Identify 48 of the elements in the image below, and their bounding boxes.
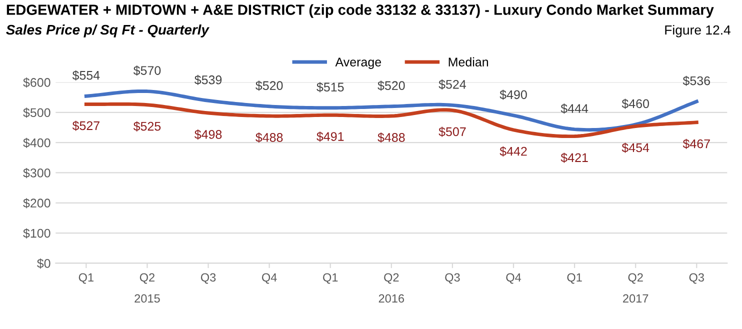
data-label: $515 bbox=[316, 82, 344, 92]
data-label: $421 bbox=[560, 152, 588, 163]
data-label: $570 bbox=[133, 66, 161, 76]
data-label: $520 bbox=[378, 80, 405, 91]
y-tick-label: $100 bbox=[23, 228, 50, 238]
data-label: $488 bbox=[378, 132, 405, 143]
x-tick-label: Q4 bbox=[262, 273, 277, 284]
x-tick-label: Q3 bbox=[689, 273, 704, 284]
y-tick-label: $400 bbox=[23, 138, 50, 148]
y-tick-label: $600 bbox=[23, 78, 50, 88]
data-label: $498 bbox=[194, 129, 222, 140]
x-tick-label: Q4 bbox=[506, 273, 522, 284]
data-label: $488 bbox=[256, 132, 283, 143]
data-label: $454 bbox=[622, 142, 650, 153]
data-label: $525 bbox=[133, 121, 161, 132]
data-label: $460 bbox=[622, 98, 650, 109]
text: 2015 bbox=[134, 294, 160, 303]
y-tick-label: $300 bbox=[23, 168, 50, 178]
chart-title: EDGEWATER + MIDTOWN + A&E DISTRICT (zip code 33132 & 33137) - Luxury Condo Market Summary bbox=[6, 4, 714, 18]
text: 2017 bbox=[623, 294, 648, 303]
y-tick-label: $200 bbox=[23, 198, 50, 208]
caption: Figure 12.4 bbox=[665, 24, 730, 38]
data-label: $524 bbox=[438, 79, 466, 90]
data-label: $520 bbox=[256, 80, 283, 91]
x-tick-label: Q2 bbox=[140, 273, 154, 284]
legend-label: Median bbox=[448, 57, 488, 66]
data-label: $507 bbox=[438, 126, 466, 137]
data-label: $536 bbox=[682, 76, 710, 86]
data-label: $539 bbox=[194, 74, 222, 86]
data-label: $490 bbox=[500, 90, 527, 100]
legend-label: Average bbox=[335, 58, 382, 69]
y-tick-label: $0 bbox=[37, 258, 50, 269]
data-label: $554 bbox=[72, 70, 100, 81]
x-tick-label: Q3 bbox=[445, 273, 460, 284]
x-tick-label: Q1 bbox=[323, 273, 338, 284]
chart-subtitle: Sales Price p/ Sq Ft - Quarterly bbox=[6, 24, 210, 38]
data-label: $491 bbox=[316, 132, 344, 142]
data-label: $527 bbox=[72, 120, 100, 131]
y-tick-label: $500 bbox=[23, 108, 50, 118]
x-tick-label: Q1 bbox=[567, 273, 582, 284]
data-label: $442 bbox=[500, 146, 527, 156]
data-label: $467 bbox=[682, 138, 710, 149]
data-label: $444 bbox=[560, 104, 588, 114]
x-tick-label: Q1 bbox=[78, 273, 94, 284]
x-tick-label: Q3 bbox=[200, 273, 216, 284]
x-tick-label: Q2 bbox=[628, 273, 643, 284]
text: 2016 bbox=[378, 294, 404, 303]
x-tick-label: Q2 bbox=[384, 273, 399, 284]
